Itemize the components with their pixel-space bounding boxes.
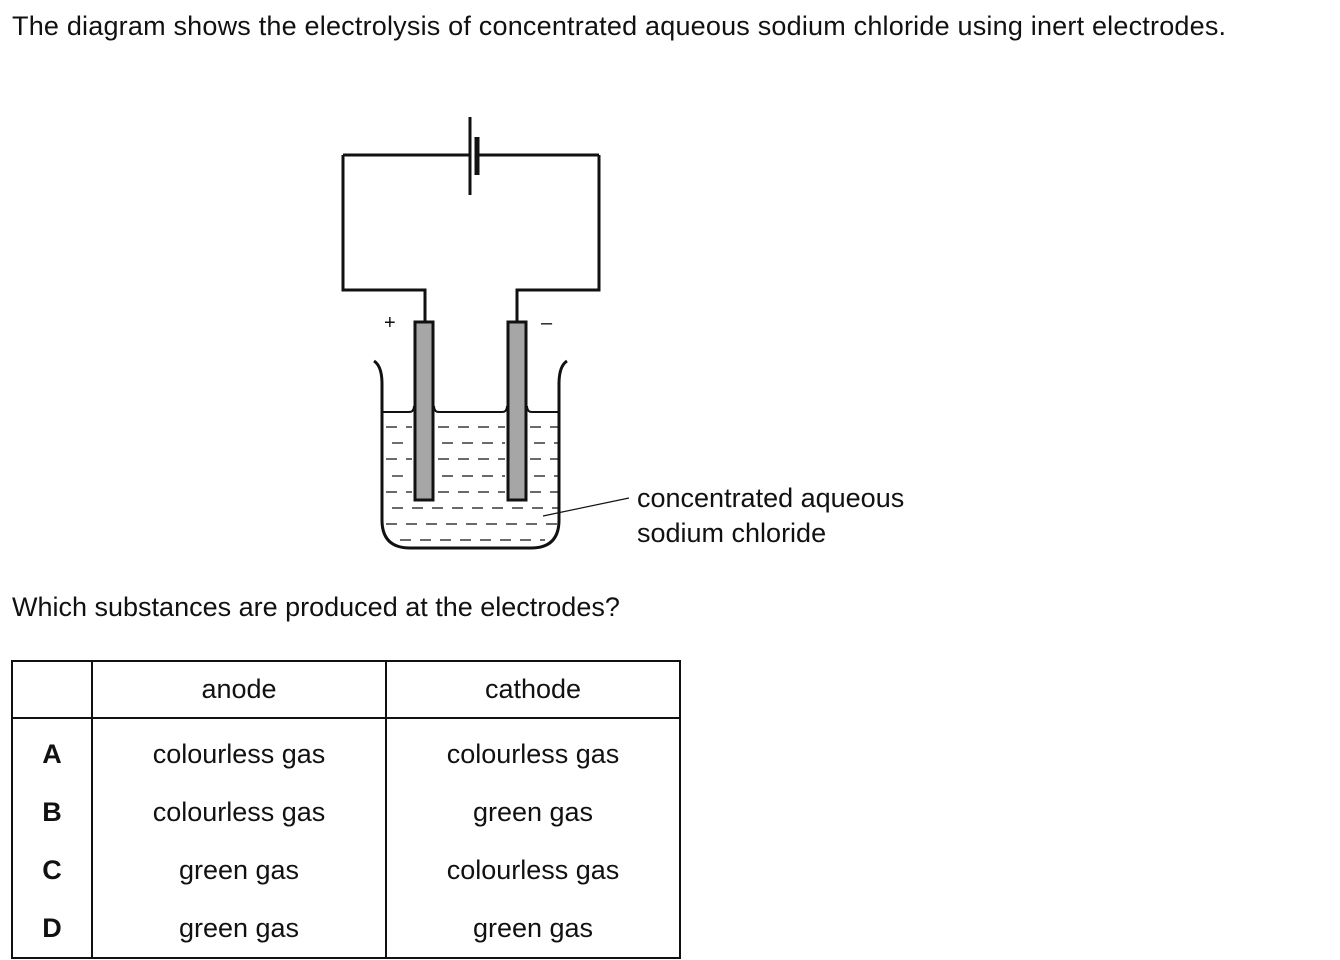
cell-symbol [468, 117, 480, 195]
anode-cell: green gas [92, 899, 387, 958]
header-anode: anode [92, 661, 387, 719]
header-cathode: cathode [386, 661, 680, 719]
anode-electrode [413, 320, 435, 502]
label-leader-line [542, 497, 630, 517]
cathode-electrode [506, 320, 528, 502]
cathode-cell: green gas [472, 912, 594, 943]
question-prompt: Which substances are produced at the ele… [12, 592, 620, 622]
answer-table: anode cathode A colourless gas colourles… [11, 660, 681, 959]
solution-label-line1: concentrated aqueous [637, 483, 904, 513]
cathode-cell: colourless gas [446, 738, 620, 769]
header-option [12, 661, 93, 719]
solution-label-line2: sodium chloride [637, 518, 826, 548]
anode-cell: colourless gas [92, 718, 387, 783]
option-key: D [12, 899, 93, 958]
table-row: A colourless gas colourless gas [12, 718, 680, 783]
electrolyte-solution [382, 405, 559, 541]
option-key: A [12, 718, 93, 783]
table-row: B colourless gas green gas [12, 783, 680, 841]
cathode-cell: colourless gas [446, 854, 620, 885]
table-header-row: anode cathode [12, 661, 680, 719]
anode-sign: + [384, 312, 396, 334]
table-row: C green gas colourless gas [12, 841, 680, 899]
anode-cell: colourless gas [92, 783, 387, 841]
option-key: C [12, 841, 93, 899]
electrolysis-diagram: + – concentrated aqueous sodium chloride [341, 117, 904, 550]
question-intro: The diagram shows the electrolysis of co… [12, 11, 1227, 41]
circuit-wires [341, 153, 601, 322]
beaker [373, 359, 568, 550]
cathode-cell: green gas [472, 796, 594, 827]
option-key: B [12, 783, 93, 841]
anode-cell: green gas [92, 841, 387, 899]
table-row: D green gas green gas [12, 899, 680, 958]
cathode-sign: – [541, 312, 553, 334]
